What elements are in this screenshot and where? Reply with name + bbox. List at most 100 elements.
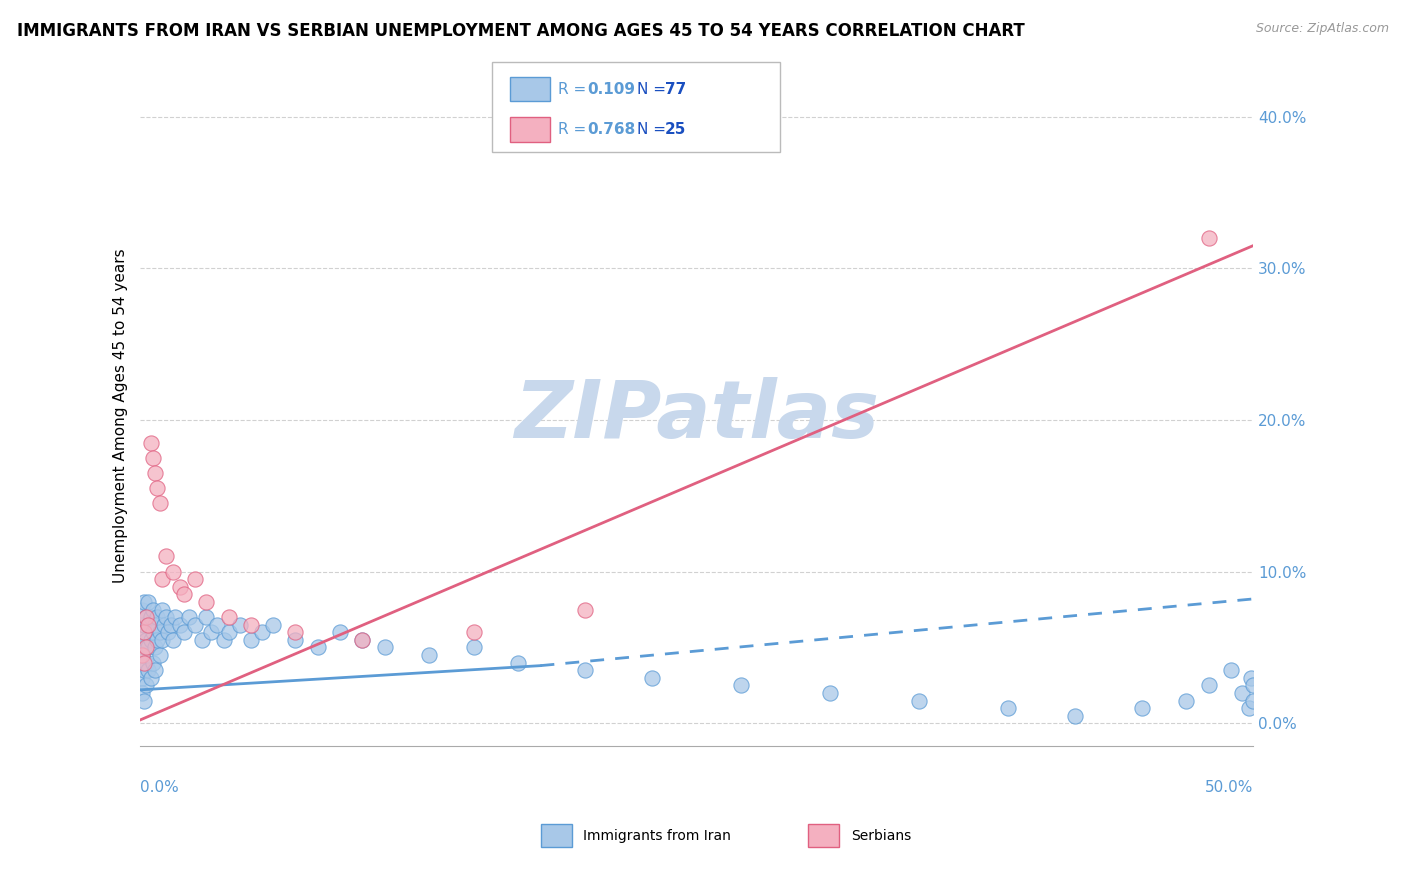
Point (132, 656, 155, 670)
Point (177, 610, 200, 624)
Point (142, 450, 165, 465)
Point (135, 610, 157, 624)
Point (148, 496, 170, 510)
Point (1130, 701, 1153, 715)
Point (195, 610, 218, 624)
Point (1241, 678, 1264, 692)
Point (284, 625, 307, 640)
Point (818, 686, 841, 700)
Point (165, 610, 187, 624)
Text: 25: 25 (665, 122, 686, 137)
Point (508, 656, 530, 670)
Point (162, 632, 184, 647)
Text: R =: R = (558, 122, 592, 137)
Point (131, 671, 153, 685)
Point (131, 602, 153, 616)
Point (131, 648, 153, 662)
Point (284, 632, 307, 647)
Point (142, 602, 165, 616)
Point (150, 572, 173, 586)
Point (157, 625, 180, 640)
Point (574, 602, 596, 616)
Point (146, 632, 169, 647)
Point (463, 640, 485, 655)
Point (1220, 663, 1243, 677)
Text: 77: 77 (665, 82, 686, 97)
Point (207, 617, 229, 632)
Point (574, 663, 596, 677)
Point (329, 625, 352, 640)
Text: ZIPatlas: ZIPatlas (515, 377, 879, 455)
Point (1241, 693, 1264, 707)
Point (1230, 686, 1253, 700)
Point (132, 617, 155, 632)
Point (138, 663, 160, 677)
Point (173, 587, 195, 601)
Point (146, 481, 169, 495)
Point (1198, 678, 1220, 692)
Text: Immigrants from Iran: Immigrants from Iran (583, 829, 731, 843)
Point (138, 617, 160, 632)
Point (169, 617, 191, 632)
Point (132, 625, 155, 640)
Point (641, 671, 664, 685)
Point (997, 701, 1019, 715)
Point (195, 595, 218, 609)
Point (131, 648, 153, 662)
Point (148, 648, 170, 662)
Point (131, 686, 153, 700)
Point (138, 595, 160, 609)
Point (148, 625, 170, 640)
Point (146, 610, 169, 624)
Text: Serbians: Serbians (851, 829, 911, 843)
Point (135, 678, 157, 692)
Point (162, 565, 184, 579)
Text: 0.0%: 0.0% (139, 780, 179, 796)
Point (218, 610, 240, 624)
Point (374, 640, 396, 655)
Text: IMMIGRANTS FROM IRAN VS SERBIAN UNEMPLOYMENT AMONG AGES 45 TO 54 YEARS CORRELATI: IMMIGRANTS FROM IRAN VS SERBIAN UNEMPLOY… (17, 22, 1025, 40)
Point (184, 617, 207, 632)
Point (229, 617, 252, 632)
Point (239, 632, 262, 647)
Text: N =: N = (637, 122, 671, 137)
Point (139, 435, 162, 450)
Point (159, 617, 181, 632)
Point (132, 663, 155, 677)
Point (1237, 701, 1260, 715)
Point (191, 632, 214, 647)
Point (132, 693, 155, 707)
Point (135, 640, 157, 655)
Point (155, 610, 177, 624)
Point (730, 678, 752, 692)
Point (307, 640, 329, 655)
Text: R =: R = (558, 82, 592, 97)
Text: Source: ZipAtlas.com: Source: ZipAtlas.com (1256, 22, 1389, 36)
Text: 0.768: 0.768 (588, 122, 636, 137)
Point (218, 625, 240, 640)
Point (143, 617, 166, 632)
Point (250, 625, 273, 640)
Point (1198, 231, 1220, 245)
Point (132, 595, 155, 609)
Point (138, 640, 160, 655)
Point (142, 625, 165, 640)
Point (212, 632, 235, 647)
Y-axis label: Unemployment Among Ages 45 to 54 years: Unemployment Among Ages 45 to 54 years (114, 249, 128, 583)
Point (138, 617, 160, 632)
Point (352, 632, 374, 647)
Point (1175, 693, 1198, 707)
Point (1240, 671, 1263, 685)
Point (908, 693, 931, 707)
Point (143, 663, 166, 677)
Point (143, 640, 166, 655)
Point (239, 617, 262, 632)
Point (169, 580, 191, 594)
Point (262, 617, 284, 632)
Point (463, 625, 485, 640)
Point (153, 617, 176, 632)
Point (143, 466, 166, 480)
Point (173, 625, 195, 640)
Text: 50.0%: 50.0% (1205, 780, 1253, 796)
Point (135, 632, 157, 647)
